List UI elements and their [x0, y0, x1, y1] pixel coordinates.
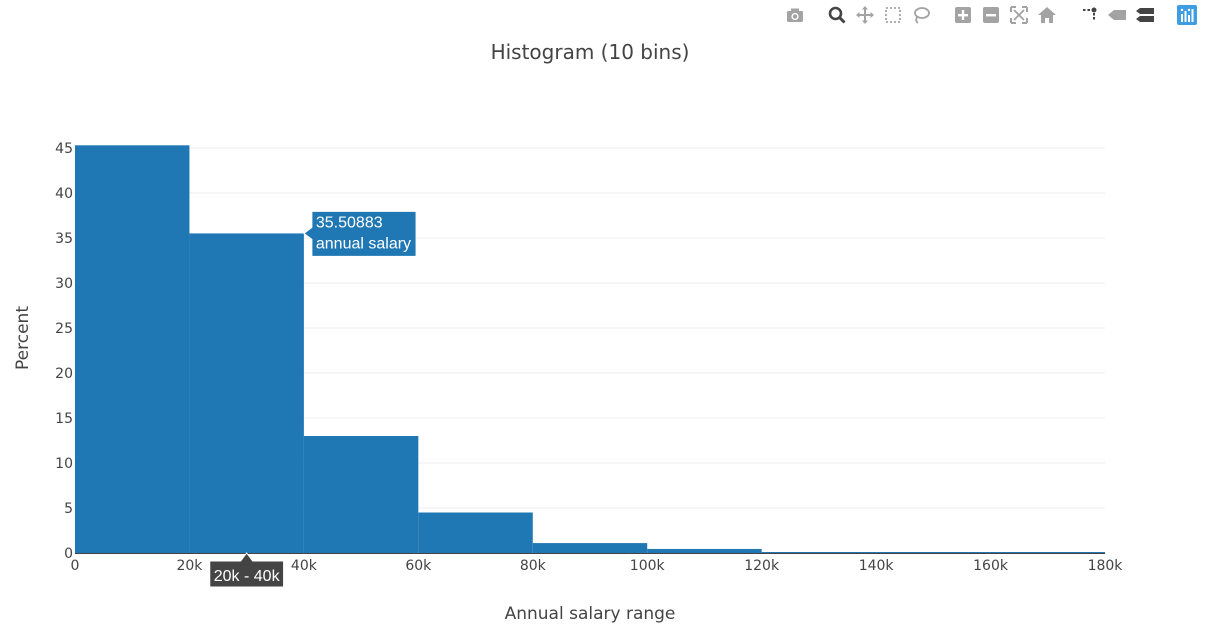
x-tick-label: 100k: [630, 558, 666, 574]
modebar-group: [783, 4, 807, 26]
x-tick-label: 40k: [291, 558, 318, 574]
modebar-group: [1077, 4, 1157, 26]
x-axis-title: Annual salary range: [505, 604, 676, 624]
hover-tooltip: 35.50883 annual salary 20k - 40k: [209, 210, 417, 588]
zoom-in-icon: [955, 7, 971, 23]
x-tick-label: 180k: [1088, 558, 1124, 574]
y-tick-label: 35: [55, 231, 73, 247]
y-tick-label: 45: [55, 141, 73, 157]
chart-title: Histogram (10 bins): [491, 40, 690, 64]
bars[interactable]: [75, 145, 1105, 554]
reset-axes-button[interactable]: [1035, 4, 1059, 26]
hover-series-label: annual salary: [316, 235, 411, 252]
lasso-select-button[interactable]: [909, 4, 933, 26]
spike-lines-button[interactable]: [1077, 4, 1101, 26]
y-tick-label: 15: [55, 411, 73, 427]
x-tick-label: 80k: [520, 558, 547, 574]
y-tick-label: 30: [55, 276, 73, 292]
hover-compare-button[interactable]: [1133, 4, 1157, 26]
histogram-bar[interactable]: [418, 512, 533, 554]
y-axis-title: Percent: [13, 306, 33, 370]
histogram-bar[interactable]: [75, 145, 190, 554]
x-tick-label: 120k: [744, 558, 780, 574]
zoom-out-icon: [983, 7, 999, 23]
camera-icon: [787, 8, 803, 22]
x-tick-label: 140k: [859, 558, 895, 574]
histogram-bar[interactable]: [189, 233, 304, 553]
autoscale-icon: [1010, 6, 1028, 24]
camera-button[interactable]: [783, 4, 807, 26]
histogram-bar[interactable]: [876, 552, 991, 553]
zoom-in-button[interactable]: [951, 4, 975, 26]
pan-icon: [856, 6, 874, 24]
y-tick-label: 25: [55, 321, 73, 337]
reset-axes-icon: [1038, 7, 1056, 23]
y-tick-label: 20: [55, 366, 73, 382]
x-tick-label: 0: [71, 558, 80, 574]
box-select-button[interactable]: [881, 4, 905, 26]
modebar-group: [825, 4, 933, 26]
box-select-icon: [885, 7, 901, 23]
autoscale-button[interactable]: [1007, 4, 1031, 26]
modebar-group: [1175, 4, 1199, 26]
hover-value-label: 35.50883: [316, 214, 383, 231]
plotly-logo-button[interactable]: [1175, 4, 1199, 26]
hover-label-box: [303, 210, 417, 257]
spike-lines-icon: [1083, 7, 1097, 20]
modebar: [769, 4, 1199, 26]
lasso-select-icon: [914, 7, 930, 24]
histogram-bar[interactable]: [761, 552, 877, 553]
zoom-out-button[interactable]: [979, 4, 1003, 26]
modebar-group: [951, 4, 1059, 26]
y-tick-label: 5: [64, 501, 73, 517]
y-tick-label: 0: [64, 546, 73, 562]
pan-button[interactable]: [853, 4, 877, 26]
zoom-icon: [828, 6, 846, 24]
histogram-bar[interactable]: [532, 543, 648, 553]
axes: 0 5 10 15 20 25 30 35 40 45 0 20k 40k 60k 80k 100k 120k 1…: [55, 141, 1123, 574]
hover-closest-icon: [1108, 10, 1126, 20]
histogram-bar[interactable]: [990, 552, 1105, 553]
hover-closest-button[interactable]: [1105, 4, 1129, 26]
x-tick-label: 20k: [176, 558, 203, 574]
hover-x-label: 20k - 40k: [214, 568, 281, 585]
y-tick-label: 40: [55, 186, 73, 202]
histogram-bar[interactable]: [303, 436, 419, 553]
x-tick-label: 60k: [405, 558, 432, 574]
histogram-bar[interactable]: [647, 548, 762, 553]
x-tick-label: 160k: [973, 558, 1009, 574]
y-tick-label: 10: [55, 456, 73, 472]
zoom-button[interactable]: [825, 4, 849, 26]
hover-compare-icon: [1136, 8, 1154, 22]
plotly-logo-icon: [1177, 5, 1197, 25]
hover-x-label-box: [209, 552, 285, 588]
